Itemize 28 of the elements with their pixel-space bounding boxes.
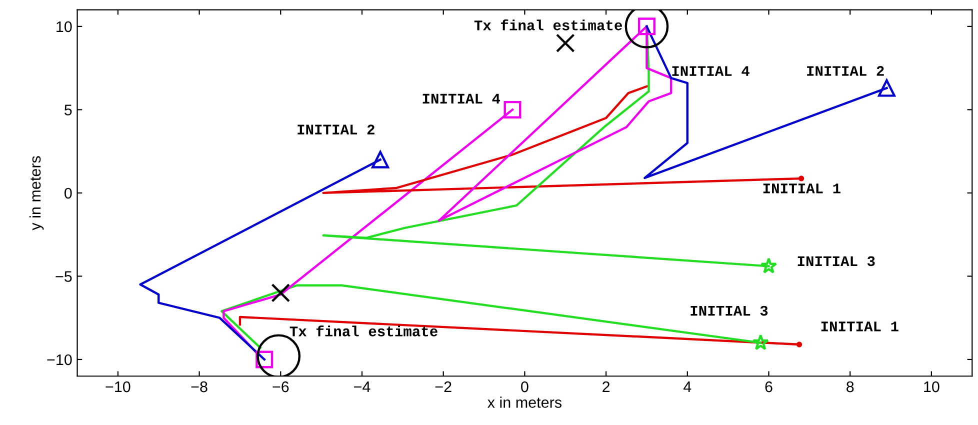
y-tick-label: 5: [64, 104, 72, 116]
x-tick-label: −10: [106, 381, 130, 392]
y-tick-label: −5: [56, 271, 72, 282]
annotation: INITIAL 4: [672, 66, 750, 76]
annotation: Tx final estimate: [290, 325, 438, 336]
x-tick-label: 0: [521, 381, 528, 392]
x-tick-label: −8: [191, 381, 208, 392]
x-tick-label: −2: [435, 381, 452, 392]
annotation: INITIAL 3: [798, 256, 875, 266]
y-tick-label: 0: [64, 188, 72, 199]
x-tick-label: 10: [924, 381, 940, 392]
annotation: INITIAL 1: [821, 322, 898, 332]
y-tick-label: 10: [56, 21, 72, 32]
y-axis-title: y in meters: [29, 156, 44, 230]
x-axis-title: x in meters: [488, 396, 562, 408]
x-tick-label: 2: [602, 381, 610, 392]
annotation: INITIAL 2: [298, 124, 374, 134]
x-tick-label: 8: [846, 381, 854, 392]
x-tick-label: −4: [354, 382, 370, 392]
annotation: Tx final estimate: [474, 19, 622, 30]
x-tick-label: 6: [765, 381, 772, 392]
annotation: INITIAL 2: [807, 66, 884, 76]
x-tick-label: 4: [684, 382, 692, 392]
annotation: INITIAL 3: [690, 306, 768, 316]
y-tick-label: −10: [47, 354, 72, 366]
annotation: INITIAL 1: [763, 184, 840, 194]
annotation: INITIAL 4: [422, 94, 500, 104]
x-tick-label: −6: [272, 381, 289, 392]
